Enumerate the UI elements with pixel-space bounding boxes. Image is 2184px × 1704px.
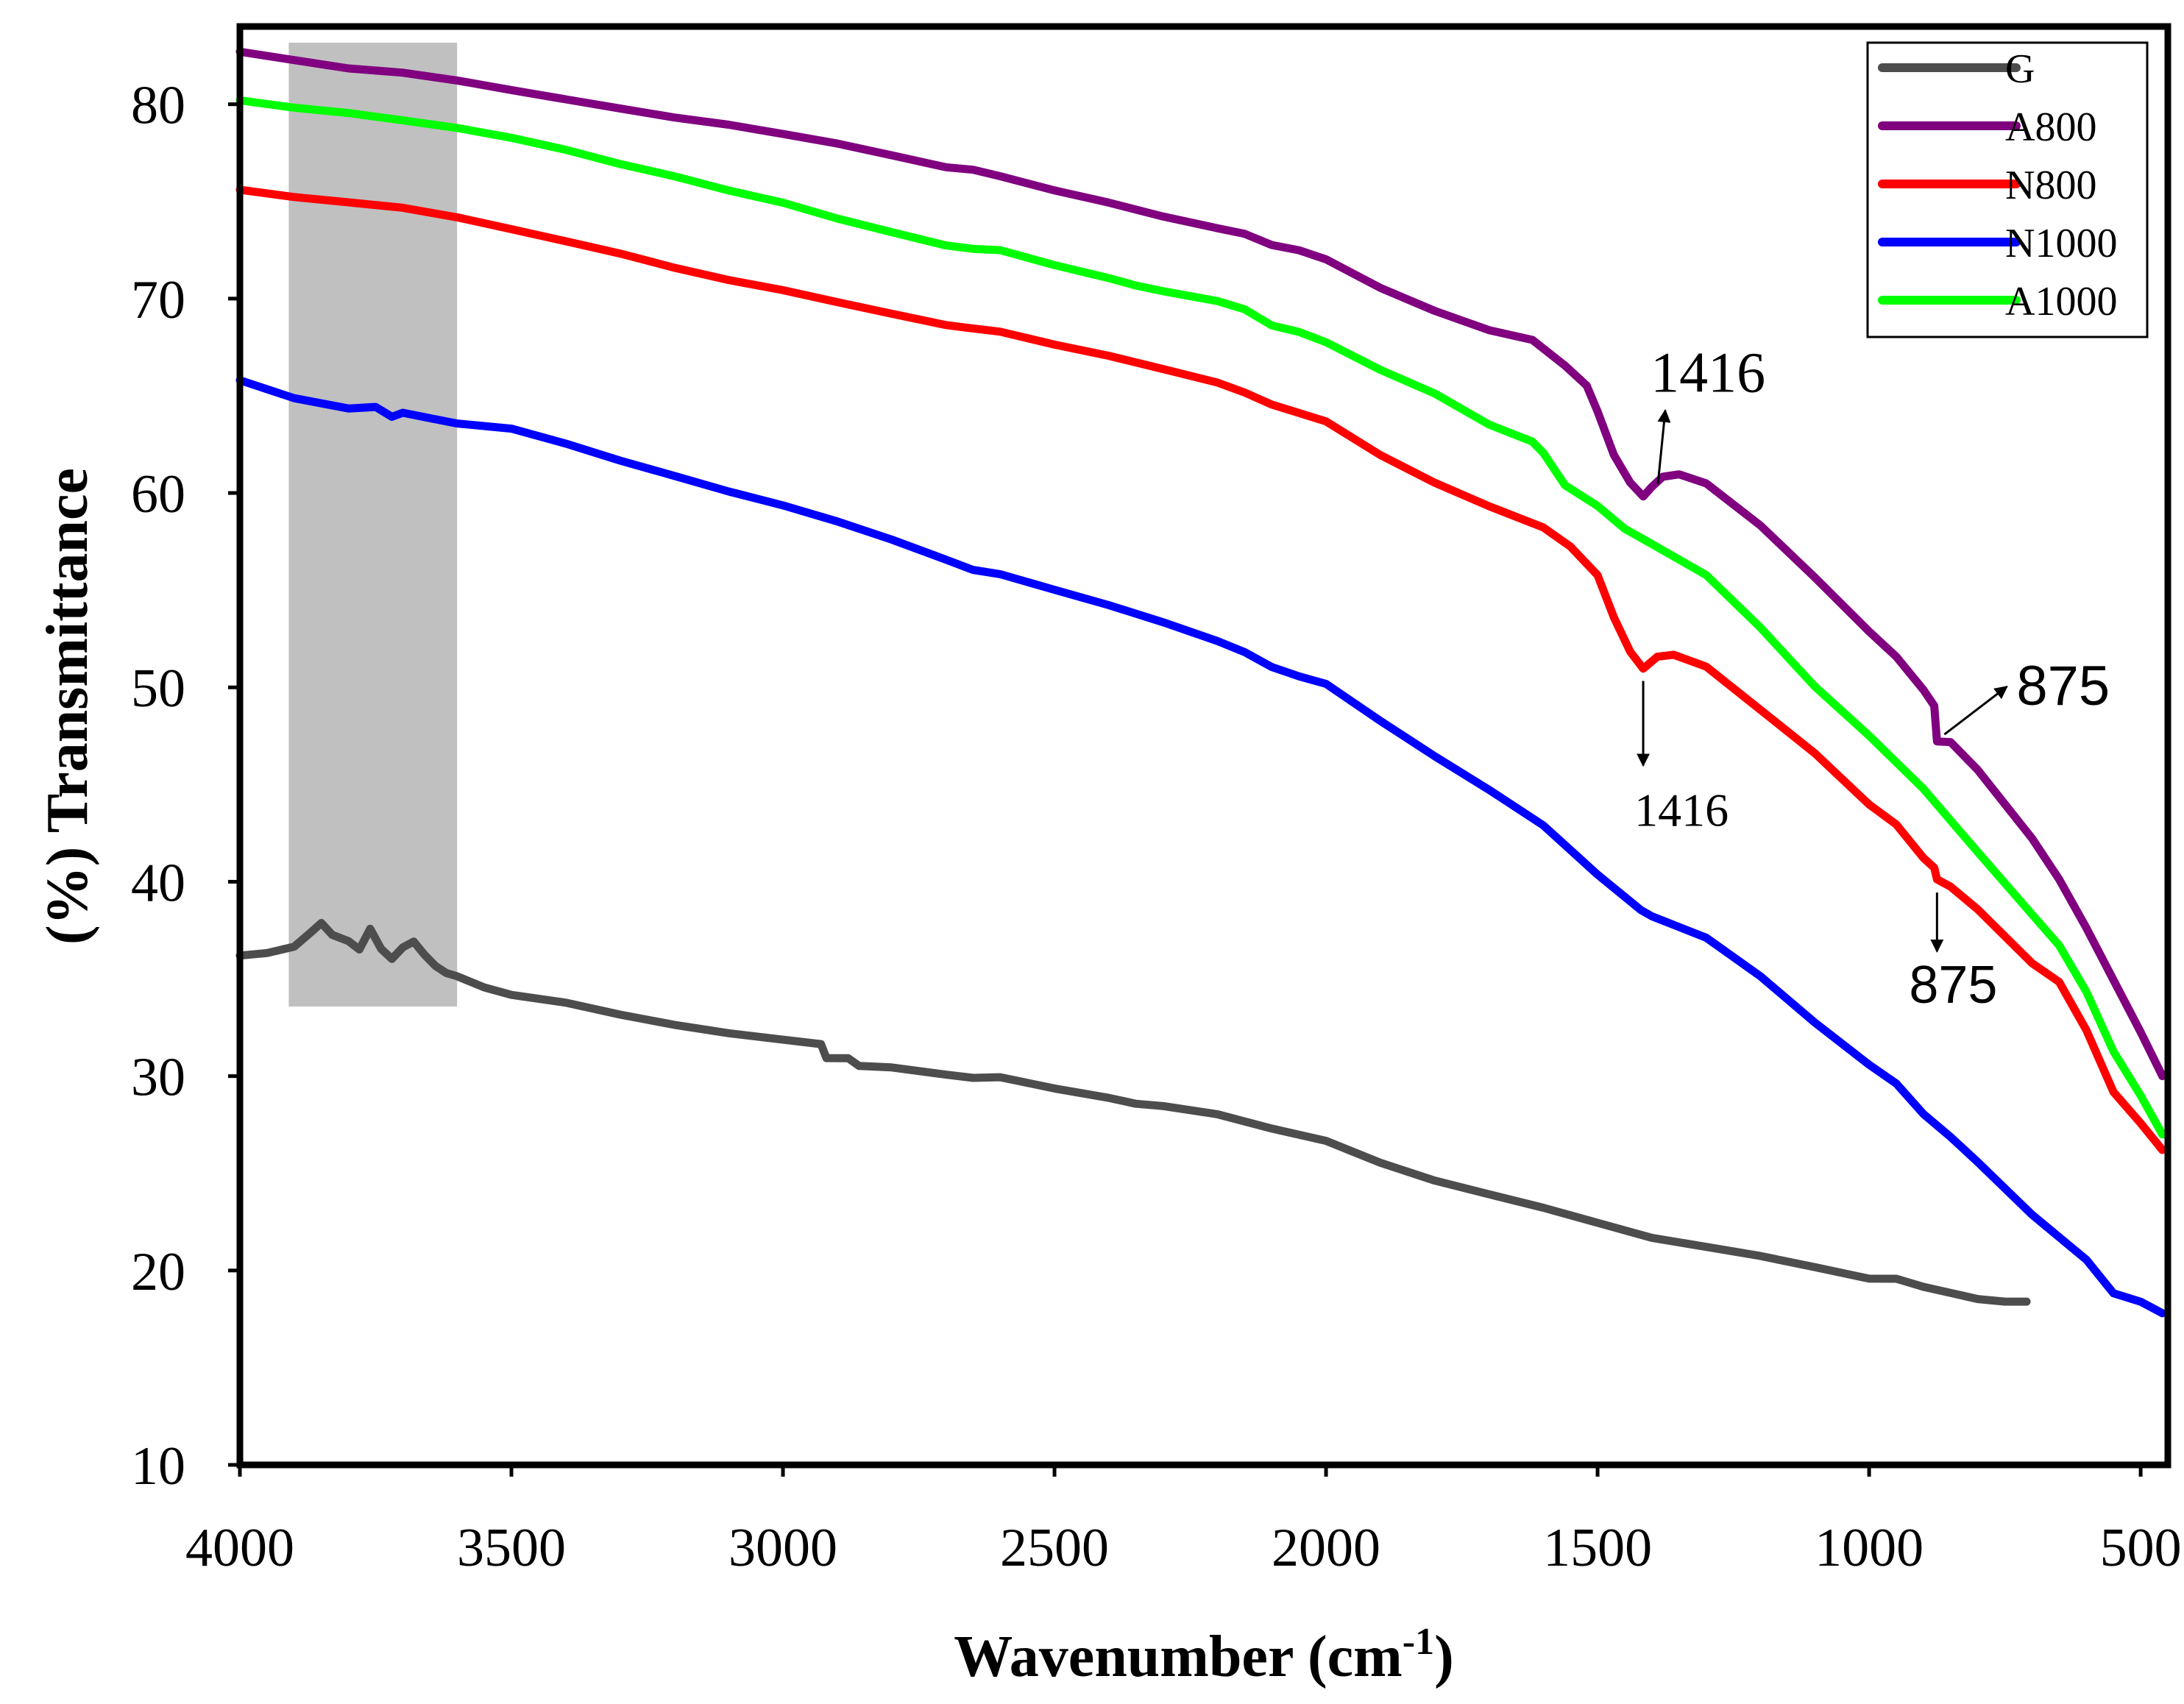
highlight-band xyxy=(288,43,458,1007)
legend-label-g: G xyxy=(2005,46,2035,92)
series-line-a800 xyxy=(235,47,2167,1081)
legend: G A800 N800 N1000 A1000 xyxy=(1866,41,2149,338)
y-tick-label: 50 xyxy=(131,658,185,719)
series-line-g xyxy=(235,919,2031,1306)
series-line-n800 xyxy=(235,185,2167,1154)
x-tick-label: 3500 xyxy=(457,1518,566,1578)
legend-label-n1000: N1000 xyxy=(2005,221,2117,266)
annotation-label-1416: 1416 xyxy=(1634,784,1729,836)
x-tick-label: 2500 xyxy=(1000,1518,1109,1578)
x-tick-label: 3000 xyxy=(728,1518,837,1578)
x-tick-label: 1000 xyxy=(1815,1518,1924,1578)
legend-label-a1000: A1000 xyxy=(2005,279,2117,324)
annotation-label-875: 875 xyxy=(2016,655,2110,717)
x-tick-label: 1500 xyxy=(1543,1518,1652,1578)
y-tick-label: 40 xyxy=(131,853,185,913)
y-tick-label: 20 xyxy=(131,1242,185,1302)
series-line-a1000 xyxy=(235,96,2167,1139)
plot-frame xyxy=(236,23,2171,1469)
annotation-label-875: 875 xyxy=(1909,956,1997,1015)
y-tick-label: 60 xyxy=(131,464,185,525)
legend-label-a800: A800 xyxy=(2005,104,2096,150)
y-tick-label: 30 xyxy=(131,1048,185,1108)
legend-label-n800: N800 xyxy=(2005,163,2096,208)
y-axis-title: (%) Transmittance xyxy=(35,468,100,945)
annotation-arrow-1416 xyxy=(1656,408,1671,484)
annotation-arrow-875 xyxy=(1943,686,2008,736)
annotation-label-1416: 1416 xyxy=(1651,341,1765,405)
x-tick-label: 500 xyxy=(2100,1518,2182,1578)
x-axis-title: Wavenumber (cm-1) xyxy=(954,1621,1454,1689)
y-tick-label: 70 xyxy=(131,270,185,330)
x-tick-label: 4000 xyxy=(185,1518,294,1578)
series-line-n1000 xyxy=(235,376,2167,1318)
y-tick-label: 80 xyxy=(131,76,185,136)
x-tick-label: 2000 xyxy=(1272,1518,1380,1578)
y-tick-label: 10 xyxy=(131,1436,185,1497)
